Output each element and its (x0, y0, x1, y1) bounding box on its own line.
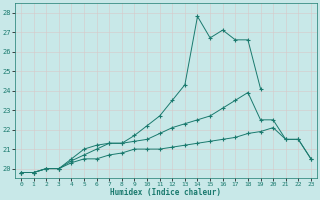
X-axis label: Humidex (Indice chaleur): Humidex (Indice chaleur) (110, 188, 221, 197)
